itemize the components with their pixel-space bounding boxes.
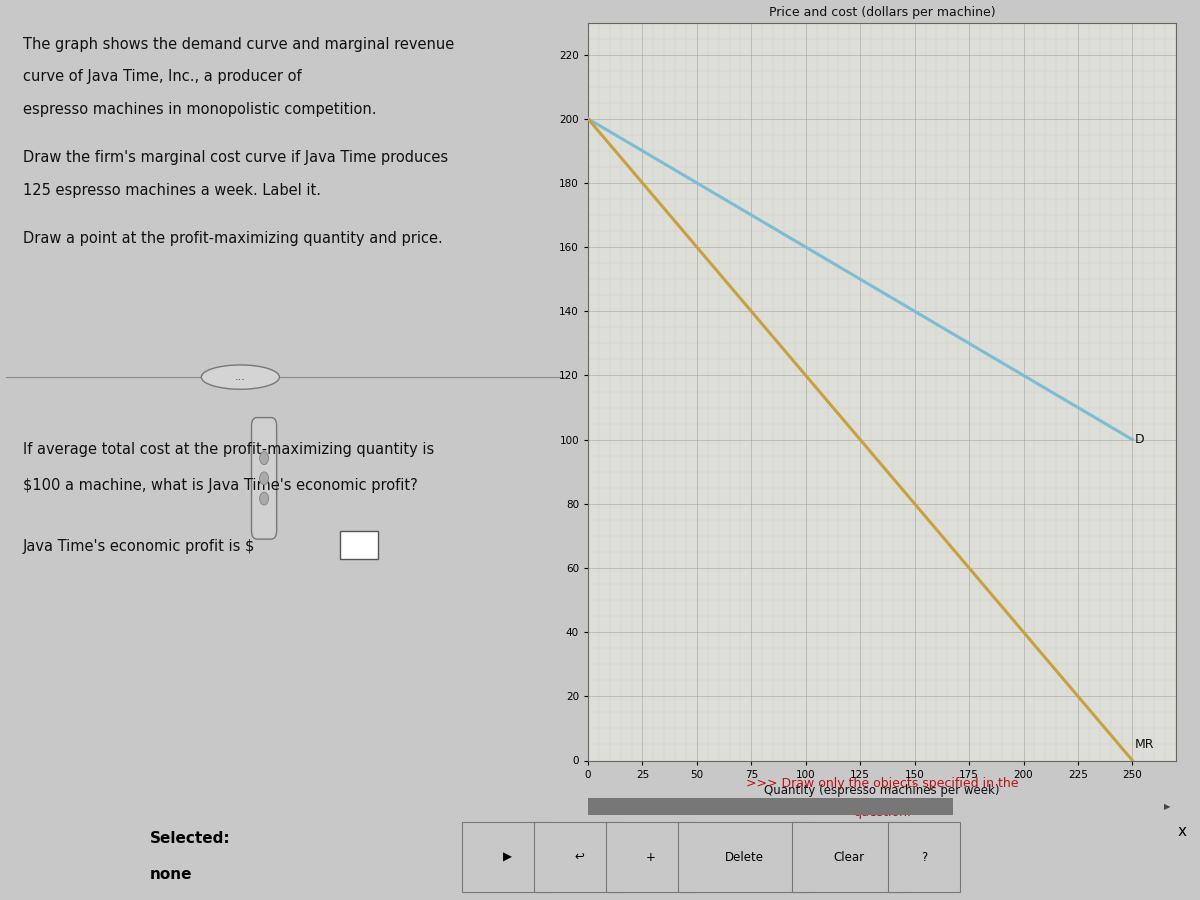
Title: Price and cost (dollars per machine): Price and cost (dollars per machine) (769, 5, 995, 19)
Ellipse shape (202, 364, 280, 389)
X-axis label: Quantity (espresso machines per week): Quantity (espresso machines per week) (764, 784, 1000, 796)
Text: ...: ... (235, 372, 246, 382)
Text: Selected:: Selected: (150, 831, 230, 846)
Bar (588, 798, 953, 814)
Text: ▶: ▶ (1164, 802, 1170, 811)
Text: none: none (150, 867, 192, 882)
FancyBboxPatch shape (606, 823, 696, 892)
Text: curve of Java Time, Inc., a producer of: curve of Java Time, Inc., a producer of (23, 69, 301, 85)
FancyBboxPatch shape (678, 823, 810, 892)
Text: D: D (1135, 433, 1145, 446)
FancyBboxPatch shape (792, 823, 906, 892)
Circle shape (259, 452, 269, 464)
Text: MR: MR (1135, 738, 1154, 751)
Circle shape (259, 492, 269, 505)
Circle shape (259, 472, 269, 485)
Text: ↩: ↩ (574, 850, 584, 864)
FancyBboxPatch shape (462, 823, 552, 892)
FancyBboxPatch shape (534, 823, 624, 892)
Text: Draw a point at the profit-maximizing quantity and price.: Draw a point at the profit-maximizing qu… (23, 231, 443, 247)
Text: Java Time's economic profit is $: Java Time's economic profit is $ (23, 539, 256, 554)
Text: Clear: Clear (834, 850, 864, 864)
FancyBboxPatch shape (888, 823, 960, 892)
FancyBboxPatch shape (340, 531, 378, 559)
Text: ▶: ▶ (503, 850, 511, 864)
Text: 125 espresso machines a week. Label it.: 125 espresso machines a week. Label it. (23, 183, 320, 198)
Text: +: + (646, 850, 656, 864)
Text: $100 a machine, what is Java Time's economic profit?: $100 a machine, what is Java Time's econ… (23, 479, 418, 493)
Text: ?: ? (920, 850, 928, 864)
Text: question.: question. (853, 806, 911, 819)
Text: espresso machines in monopolistic competition.: espresso machines in monopolistic compet… (23, 102, 377, 117)
FancyBboxPatch shape (252, 418, 277, 539)
Text: >>> Draw only the objects specified in the: >>> Draw only the objects specified in t… (745, 777, 1019, 789)
Text: x: x (1177, 824, 1187, 839)
Text: Draw the firm's marginal cost curve if Java Time produces: Draw the firm's marginal cost curve if J… (23, 150, 448, 166)
Text: Delete: Delete (725, 850, 763, 864)
Text: The graph shows the demand curve and marginal revenue: The graph shows the demand curve and mar… (23, 37, 454, 52)
Text: If average total cost at the profit-maximizing quantity is: If average total cost at the profit-maxi… (23, 442, 434, 457)
